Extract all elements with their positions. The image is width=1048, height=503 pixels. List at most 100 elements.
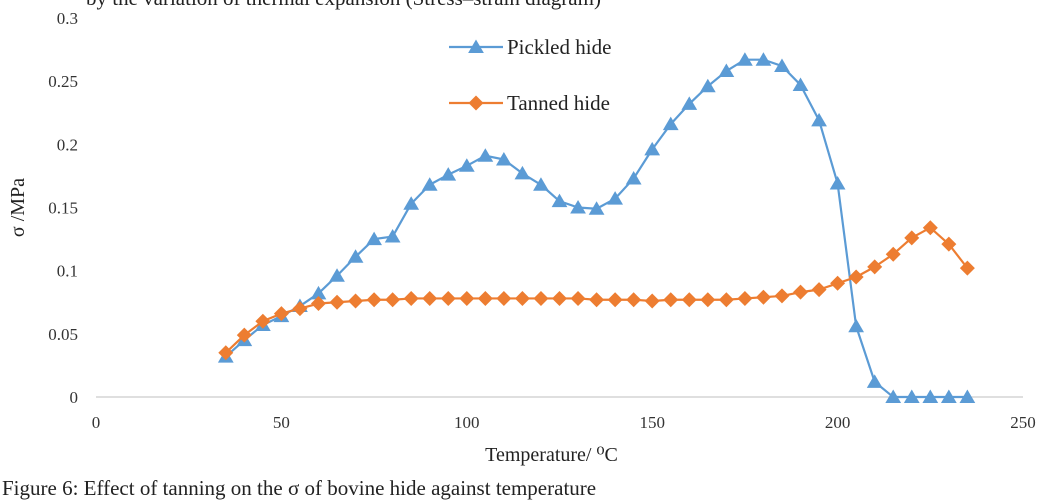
data-point bbox=[718, 63, 735, 78]
data-point bbox=[533, 290, 549, 306]
data-point bbox=[940, 389, 957, 403]
series-layer bbox=[217, 52, 976, 403]
legend-label: Pickled hide bbox=[507, 35, 611, 59]
data-point bbox=[422, 290, 438, 306]
data-point bbox=[570, 200, 586, 214]
y-tick-label: 0 bbox=[70, 388, 79, 407]
y-tick-label: 0.1 bbox=[57, 262, 78, 281]
data-point bbox=[848, 318, 865, 333]
chart-svg: 0 0.05 0.1 0.15 0.2 0.25 0.3 0 50 100 150 200 250 P… bbox=[7, 9, 1036, 466]
data-point bbox=[607, 191, 623, 205]
data-point bbox=[718, 292, 734, 308]
data-point bbox=[829, 175, 846, 190]
data-point bbox=[236, 327, 252, 343]
data-point bbox=[774, 288, 790, 304]
data-point bbox=[496, 151, 512, 166]
data-point bbox=[329, 294, 345, 310]
data-point bbox=[589, 292, 605, 308]
data-point bbox=[477, 290, 493, 306]
data-point bbox=[755, 289, 771, 305]
data-point bbox=[421, 177, 438, 191]
data-point bbox=[737, 52, 753, 66]
data-point bbox=[310, 296, 326, 312]
data-point bbox=[514, 290, 530, 306]
data-point bbox=[607, 292, 623, 308]
data-point bbox=[867, 259, 883, 275]
y-axis-title: σ /MPa bbox=[7, 178, 29, 237]
data-point bbox=[903, 389, 920, 403]
data-point bbox=[700, 292, 716, 308]
x-tick-label: 100 bbox=[454, 413, 480, 432]
series-line bbox=[225, 226, 969, 354]
x-tick-label: 250 bbox=[1010, 413, 1036, 432]
data-point bbox=[941, 236, 957, 252]
x-axis-title: Temperature/ ⁰C bbox=[485, 444, 618, 466]
data-point bbox=[273, 306, 289, 322]
y-tick-label: 0.25 bbox=[48, 72, 78, 91]
data-point bbox=[625, 170, 642, 185]
data-point bbox=[644, 293, 660, 309]
data-point bbox=[218, 345, 234, 361]
y-tick-label: 0.15 bbox=[48, 199, 78, 218]
data-point bbox=[329, 268, 345, 282]
x-tick-label: 50 bbox=[273, 413, 290, 432]
top-partial-text: by the variation of thermal expansion (S… bbox=[86, 0, 601, 11]
data-point bbox=[366, 231, 382, 246]
data-point bbox=[755, 52, 772, 66]
data-point bbox=[384, 229, 401, 243]
series-pickled-hide bbox=[217, 52, 976, 403]
y-axis-ticks: 0 0.05 0.1 0.15 0.2 0.25 0.3 bbox=[48, 9, 78, 407]
series-tanned-hide bbox=[218, 220, 975, 361]
data-point bbox=[644, 141, 661, 156]
legend-label: Tanned hide bbox=[507, 91, 610, 115]
data-point bbox=[793, 284, 809, 300]
data-point bbox=[551, 193, 568, 208]
figure-caption: Figure 6: Effect of tanning on the σ of … bbox=[2, 476, 597, 500]
data-point bbox=[774, 58, 790, 73]
x-tick-label: 0 bbox=[92, 413, 101, 432]
data-point bbox=[662, 116, 679, 131]
data-point bbox=[848, 269, 864, 285]
data-point bbox=[570, 290, 586, 306]
data-point bbox=[514, 165, 531, 180]
legend-marker bbox=[468, 95, 484, 111]
y-tick-label: 0.2 bbox=[57, 135, 78, 154]
data-point bbox=[811, 112, 827, 127]
data-point bbox=[533, 177, 549, 191]
data-point bbox=[310, 285, 327, 300]
line-chart: 0 0.05 0.1 0.15 0.2 0.25 0.3 0 50 100 150 200 250 P… bbox=[7, 9, 1036, 466]
data-point bbox=[348, 293, 364, 309]
data-point bbox=[459, 290, 475, 306]
y-tick-label: 0.05 bbox=[48, 325, 78, 344]
data-point bbox=[885, 246, 901, 262]
data-point bbox=[440, 290, 456, 306]
data-point bbox=[496, 290, 512, 306]
data-point bbox=[959, 389, 976, 403]
data-point bbox=[922, 220, 938, 236]
data-point bbox=[403, 290, 419, 306]
data-point bbox=[830, 275, 846, 291]
data-point bbox=[959, 260, 975, 276]
data-point bbox=[385, 292, 401, 308]
data-point bbox=[440, 167, 457, 181]
x-tick-label: 200 bbox=[825, 413, 851, 432]
data-point bbox=[811, 282, 827, 298]
data-point bbox=[292, 301, 308, 317]
data-point bbox=[403, 196, 420, 210]
data-point bbox=[458, 158, 475, 172]
data-point bbox=[699, 78, 716, 93]
data-point bbox=[681, 96, 698, 110]
data-point bbox=[477, 148, 494, 162]
data-point bbox=[552, 290, 567, 306]
x-tick-label: 150 bbox=[639, 413, 665, 432]
data-point bbox=[737, 290, 753, 306]
y-tick-label: 0.3 bbox=[57, 9, 78, 28]
data-point bbox=[626, 292, 642, 308]
data-point bbox=[588, 201, 605, 215]
data-point bbox=[885, 389, 902, 403]
data-point bbox=[922, 389, 939, 403]
legend-marker bbox=[468, 39, 484, 53]
data-point bbox=[866, 374, 883, 388]
data-point bbox=[792, 77, 809, 91]
legend: Pickled hide Tanned hide bbox=[449, 35, 611, 115]
